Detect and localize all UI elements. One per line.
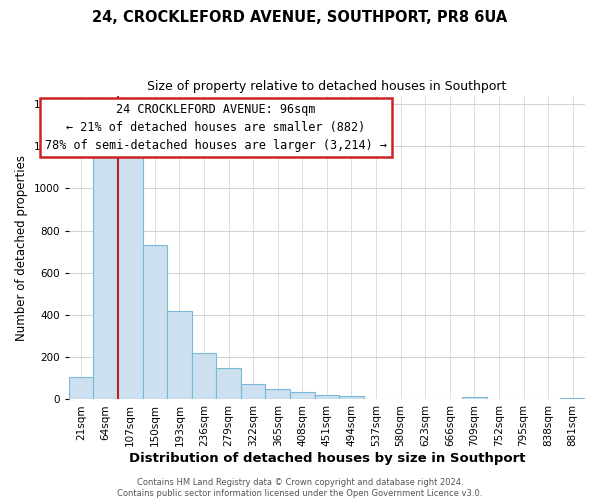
- Bar: [118, 154, 143, 400]
- Y-axis label: Number of detached properties: Number of detached properties: [15, 154, 28, 340]
- Text: 24 CROCKLEFORD AVENUE: 96sqm
← 21% of detached houses are smaller (882)
78% of s: 24 CROCKLEFORD AVENUE: 96sqm ← 21% of de…: [45, 103, 387, 152]
- X-axis label: Distribution of detached houses by size in Southport: Distribution of detached houses by size …: [128, 452, 525, 465]
- Bar: [143, 246, 167, 400]
- Title: Size of property relative to detached houses in Southport: Size of property relative to detached ho…: [147, 80, 506, 93]
- Bar: [314, 395, 339, 400]
- Bar: [265, 389, 290, 400]
- Bar: [217, 368, 241, 400]
- Bar: [167, 311, 192, 400]
- Text: 24, CROCKLEFORD AVENUE, SOUTHPORT, PR8 6UA: 24, CROCKLEFORD AVENUE, SOUTHPORT, PR8 6…: [92, 10, 508, 25]
- Bar: [69, 378, 94, 400]
- Bar: [560, 398, 585, 400]
- Bar: [339, 396, 364, 400]
- Text: Contains HM Land Registry data © Crown copyright and database right 2024.
Contai: Contains HM Land Registry data © Crown c…: [118, 478, 482, 498]
- Bar: [94, 154, 118, 400]
- Bar: [192, 353, 217, 400]
- Bar: [462, 398, 487, 400]
- Bar: [290, 392, 314, 400]
- Bar: [241, 384, 265, 400]
